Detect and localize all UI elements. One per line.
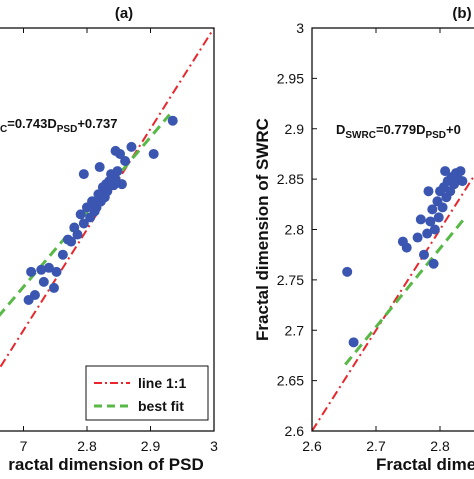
panel-a: 7 2.8 2.9 3 (a) ractal dimension of PSD C=0.74… — [0, 5, 218, 474]
data-point — [116, 179, 127, 190]
data-point — [425, 216, 436, 227]
y-tick-label: 2.95 — [277, 70, 304, 86]
data-point — [401, 242, 412, 253]
data-point — [69, 222, 80, 233]
y-tick-label: 2.85 — [277, 171, 304, 187]
eq-sub: PSD — [425, 130, 446, 141]
y-tick-label: 2.65 — [277, 373, 304, 389]
data-point — [93, 189, 104, 200]
data-point — [36, 264, 47, 275]
eq-tail: +0.737 — [77, 116, 117, 131]
panel-label: (b) — [452, 5, 471, 22]
data-point — [348, 337, 359, 348]
x-tick-label: 2.9 — [141, 438, 161, 454]
data-point — [428, 258, 439, 269]
y-tick-label: 2.9 — [285, 121, 305, 137]
x-axis-label: Fractal dimensi — [376, 455, 474, 474]
data-point — [429, 224, 440, 235]
legend-label: line 1:1 — [138, 375, 186, 391]
panel-label: (a) — [115, 5, 133, 22]
x-tick-label: 2.8 — [77, 438, 97, 454]
regression-equation: C=0.743DPSD+0.737 — [0, 116, 117, 135]
data-point — [120, 155, 131, 166]
eq-tail: +0 — [446, 122, 461, 137]
x-tick-label: 2.6 — [302, 438, 322, 454]
data-point — [148, 148, 159, 159]
data-point — [62, 234, 73, 245]
data-point — [48, 282, 59, 293]
eq-lhs: D — [336, 122, 345, 137]
data-point — [342, 266, 353, 277]
data-point — [427, 204, 438, 215]
y-tick-label: 2.8 — [285, 222, 305, 238]
y-axis-label: Fractal dimension of SWRC — [253, 118, 272, 341]
data-point — [457, 176, 468, 187]
data-point — [437, 202, 448, 213]
eq-lhs-sub: C — [0, 124, 7, 135]
data-point — [43, 262, 54, 273]
regression-equation: DSWRC=0.779DPSD+0 — [336, 122, 461, 141]
data-point — [126, 141, 137, 152]
y-tick-label: 2.6 — [285, 423, 305, 439]
plot-area — [0, 28, 214, 370]
data-point — [412, 232, 423, 243]
axes-frame — [311, 27, 474, 432]
eq-body: =0.779D — [376, 122, 426, 137]
data-point — [23, 295, 34, 306]
data-point — [433, 212, 444, 223]
data-point — [26, 266, 37, 277]
data-point — [75, 209, 86, 220]
eq-sub: PSD — [57, 124, 78, 135]
panel-b: 2.6 2.7 2.8 2.6 2.65 2.7 2.75 2.8 2.85 2.9 2.95 3 (b… — [253, 5, 474, 474]
data-point — [51, 266, 62, 277]
data-point — [110, 145, 121, 156]
data-point — [94, 162, 105, 173]
x-tick-label: 7 — [20, 438, 28, 454]
legend: line 1:1 best fit — [85, 365, 209, 421]
y-tick-label: 2.7 — [285, 322, 305, 338]
eq-body: =0.743D — [7, 116, 57, 131]
legend-label: best fit — [138, 398, 184, 414]
data-point — [85, 212, 96, 223]
x-tick-label: 2.8 — [430, 438, 450, 454]
data-point — [57, 249, 68, 260]
y-tick-label: 3 — [296, 20, 304, 36]
legend-box — [85, 365, 209, 421]
data-point — [82, 202, 92, 213]
one-to-one-line — [0, 28, 214, 370]
data-point — [423, 186, 434, 197]
data-point — [422, 228, 433, 239]
y-tick-label: 2.75 — [277, 272, 304, 288]
one-to-one-line — [312, 174, 474, 431]
data-point — [78, 218, 89, 229]
data-point — [415, 214, 426, 225]
plot-area — [312, 166, 474, 431]
x-tick-label: 3 — [210, 438, 218, 454]
data-point — [419, 249, 429, 260]
x-tick-label: 2.7 — [366, 438, 386, 454]
x-axis-label: ractal dimension of PSD — [8, 455, 204, 474]
eq-lhs-sub: SWRC — [345, 130, 376, 141]
data-point — [167, 115, 178, 126]
data-point — [455, 166, 466, 177]
data-point — [440, 166, 451, 177]
data-point — [38, 276, 49, 287]
data-point — [78, 169, 89, 180]
